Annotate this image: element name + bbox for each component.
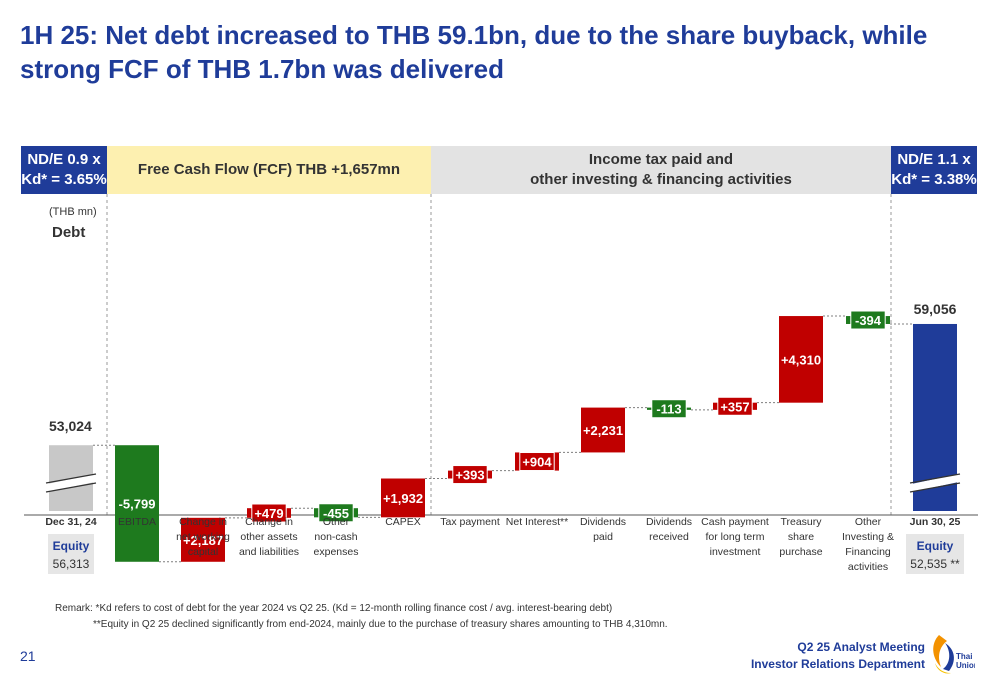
data-label-8: +2,231 xyxy=(583,423,623,438)
category-label-6-1: Tax payment xyxy=(440,516,500,528)
remark-equity: **Equity in Q2 25 declined significantly… xyxy=(93,619,668,630)
logo-orange-swoosh xyxy=(933,635,947,667)
category-label-9-1: Dividends xyxy=(646,516,692,528)
tax-band: Income tax paid and other investing & fi… xyxy=(431,146,891,194)
category-label-12-2: Investing & xyxy=(842,531,894,543)
start-axis-break-line-top xyxy=(45,473,97,484)
logo-yellow-swoosh xyxy=(935,663,951,674)
kd-start: Kd* = 3.65% xyxy=(21,171,107,188)
category-label-2-3: capital xyxy=(188,546,218,558)
footer-department: Investor Relations Department xyxy=(750,657,925,671)
data-label-bg-9 xyxy=(651,399,687,419)
debt-axis-title: Debt xyxy=(52,224,85,241)
equity-end-value: 52,535 ** xyxy=(910,557,960,571)
remarks: Remark: *Kd refers to cost of debt for t… xyxy=(55,601,668,633)
data-label-bg-12 xyxy=(850,310,886,330)
equity-end-label: Equity xyxy=(917,539,954,553)
nde-start: ND/E 0.9 x xyxy=(27,151,101,168)
waterfall-chart: (THB mn) Debt 53,024 -5,799 EBITDA +2,187 Chan… xyxy=(24,194,978,574)
logo-text-thai: Thai xyxy=(956,652,972,661)
category-label-10-2: for long term xyxy=(706,531,765,543)
category-label-11-1: Treasury xyxy=(780,516,822,528)
category-label-12-3: Financing xyxy=(845,546,891,558)
end-debt-value: 59,056 xyxy=(914,301,957,317)
nde-end-box: ND/E 1.1 x Kd* = 3.38% xyxy=(891,146,977,194)
logo-blue-swoosh xyxy=(943,643,954,671)
category-label-8-2: paid xyxy=(593,531,613,543)
category-label-9-2: received xyxy=(649,531,689,543)
page-title: 1H 25: Net debt increased to THB 59.1bn,… xyxy=(20,20,928,84)
data-label-5: +1,932 xyxy=(383,491,423,506)
data-label-bg-4 xyxy=(318,503,354,523)
fcf-band-label: Free Cash Flow (FCF) THB +1,657mn xyxy=(137,161,401,178)
equity-start-box xyxy=(48,534,94,574)
footer-event: Q2 25 Analyst Meeting xyxy=(797,640,925,654)
category-label-2-2: net working xyxy=(176,531,230,543)
end-axis-break-line-bottom xyxy=(909,482,961,493)
equity-start-label: Equity xyxy=(53,539,90,553)
thai-union-logo: Thai Union xyxy=(933,635,975,674)
category-label-8-1: Dividends xyxy=(580,516,626,528)
end-axis-break-line-top xyxy=(909,473,961,484)
data-label-9: -113 xyxy=(656,402,681,417)
data-label-bg-10 xyxy=(717,396,753,416)
category-label-12-1: Other xyxy=(855,516,882,528)
end-axis-break-gap xyxy=(910,474,960,492)
bar-step-11 xyxy=(779,316,823,403)
equity-start-value: 56,313 xyxy=(53,557,90,571)
bar-step-2 xyxy=(181,517,225,562)
category-label-5-1: CAPEX xyxy=(385,516,421,528)
start-axis-break-line-bottom xyxy=(45,482,97,493)
data-label-bg-7 xyxy=(519,452,555,472)
category-label-4-3: expenses xyxy=(314,546,359,558)
start-debt-value: 53,024 xyxy=(49,418,92,434)
category-label-12-4: activities xyxy=(848,561,888,573)
data-label-6: +393 xyxy=(455,468,484,483)
data-label-bg-6 xyxy=(452,465,488,485)
logo-text-union: Union xyxy=(956,661,975,670)
category-label-start: Dec 31, 24 xyxy=(45,516,97,528)
tax-band-line1: Income tax paid and xyxy=(588,151,734,168)
category-label-4-1: Other xyxy=(323,516,350,528)
data-label-7: +904 xyxy=(522,455,552,470)
category-label-end: Jun 30, 25 xyxy=(910,516,961,528)
data-label-bg-3 xyxy=(251,503,287,523)
category-label-10-3: investment xyxy=(710,546,761,558)
bar-step-5 xyxy=(381,478,425,518)
nde-end: ND/E 1.1 x xyxy=(897,151,971,168)
category-label-11-2: share xyxy=(788,531,814,543)
unit-label: (THB mn) xyxy=(49,206,97,218)
bar-step-8 xyxy=(581,407,625,453)
equity-end-box xyxy=(906,534,964,574)
footer: Q2 25 Analyst Meeting Investor Relations… xyxy=(751,639,925,673)
category-label-4-2: non-cash xyxy=(314,531,357,543)
data-label-1: -5,799 xyxy=(119,496,156,511)
category-label-3-1: Change in xyxy=(245,516,293,528)
category-label-1-1: EBITDA xyxy=(118,516,156,528)
fcf-band: Free Cash Flow (FCF) THB +1,657mn xyxy=(107,146,431,194)
remark-kd: Remark: *Kd refers to cost of debt for t… xyxy=(55,603,613,614)
data-label-11: +4,310 xyxy=(781,352,821,367)
data-label-10: +357 xyxy=(720,399,749,414)
category-label-7-1: Net Interest** xyxy=(506,516,568,528)
data-label-2: +2,187 xyxy=(183,533,223,548)
category-label-3-2: other assets xyxy=(240,531,297,543)
bar-step-1 xyxy=(115,445,159,562)
category-label-11-3: purchase xyxy=(779,546,822,558)
category-label-3-3: and liabilities xyxy=(239,546,299,558)
data-label-4: -455 xyxy=(323,506,349,521)
data-label-3: +479 xyxy=(254,506,283,521)
kd-end: Kd* = 3.38% xyxy=(891,171,977,188)
tax-band-line2: other investing & financing activities xyxy=(530,171,792,188)
page-number: 21 xyxy=(20,648,36,664)
category-label-10-1: Cash payment xyxy=(701,516,769,528)
category-label-2-1: Change in xyxy=(179,516,227,528)
data-label-12: -394 xyxy=(855,313,882,328)
nde-start-box: ND/E 0.9 x Kd* = 3.65% xyxy=(21,146,107,194)
start-axis-break-gap xyxy=(46,474,96,492)
